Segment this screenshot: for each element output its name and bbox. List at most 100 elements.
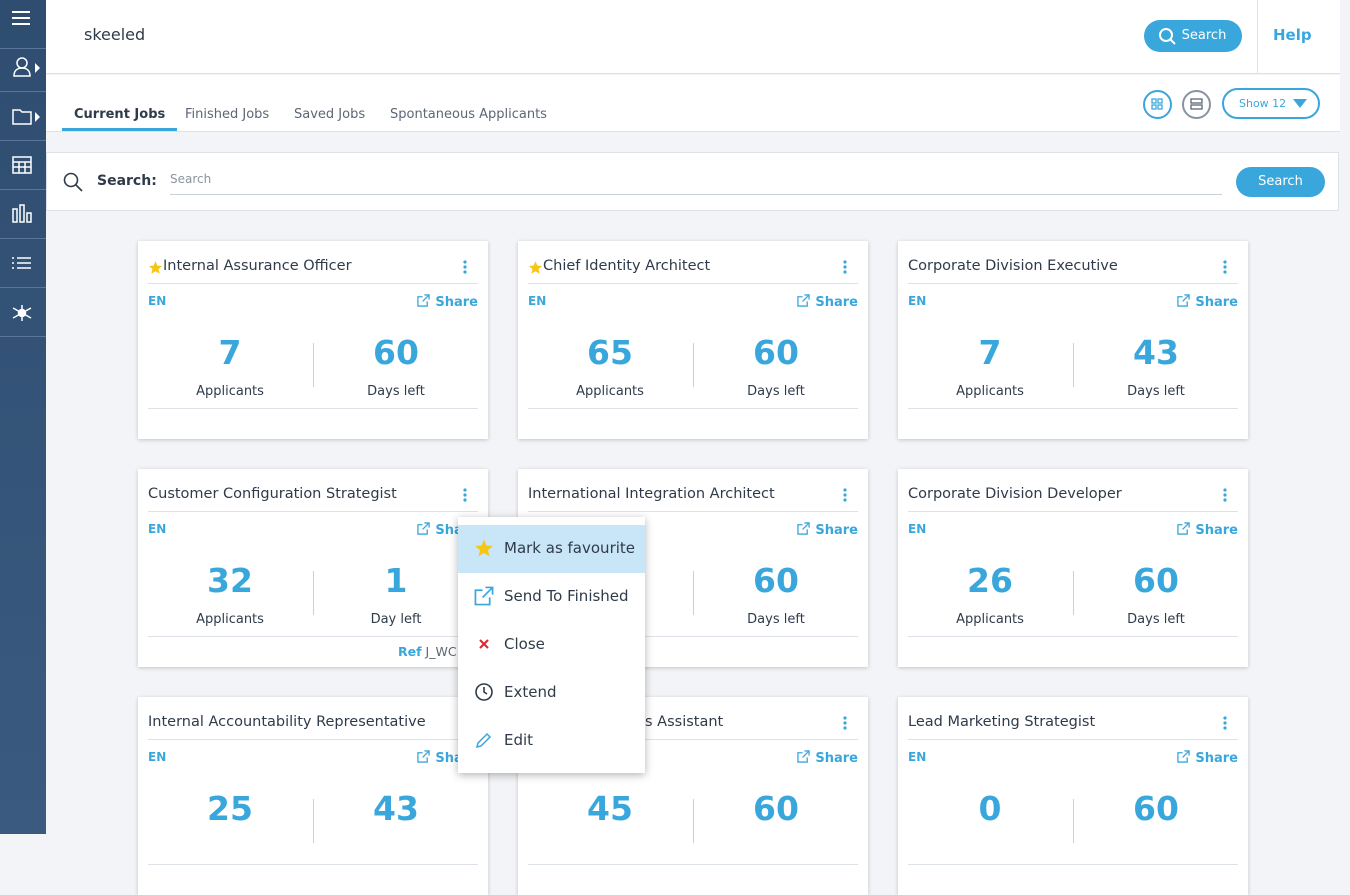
applicants-count: 7 [218,333,242,372]
divider [908,283,1238,284]
help-link[interactable]: Help [1273,26,1312,44]
days-count: 60 [1133,789,1179,828]
menu-item-text: Close [504,635,545,653]
share-link[interactable]: Share [797,294,858,310]
menu-item[interactable]: Close [458,621,645,669]
menu-item[interactable]: Mark as favourite [458,525,645,573]
list-nav[interactable] [0,239,46,288]
kebab-menu[interactable] [461,259,469,279]
job-card: Corporate Division Developer EN Share 26 App… [898,469,1248,667]
job-title[interactable]: Customer Configuration Strategist [148,486,397,502]
menu-item[interactable]: Send To Finished [458,573,645,621]
share-link[interactable]: Share [797,750,858,766]
network-nav[interactable] [0,288,46,337]
share-text: Share [815,751,858,766]
tab[interactable]: Spontaneous Applicants [390,107,547,122]
divider [693,799,694,843]
job-card: Customer Configuration Strategist EN Share… [138,469,488,667]
language: EN [908,294,927,308]
grid-view-button[interactable] [1143,90,1172,119]
divider [693,343,694,387]
share-link[interactable]: Share [1177,522,1238,538]
days-count: 60 [753,561,799,600]
share-link[interactable]: Share [797,522,858,538]
job-title[interactable]: Internal Accountability Representative [148,714,426,730]
divider [693,571,694,615]
menu-toggle[interactable] [0,0,46,49]
days-label: Days left [747,384,805,399]
show-text: Show 12 [1239,97,1287,110]
job-title[interactable]: Chief Identity Architect [543,258,711,274]
ref-value: J_WC [425,644,457,659]
applicants-count: 0 [978,789,1002,828]
divider [908,864,1238,865]
search-label: Search: [97,173,157,189]
menu-item[interactable]: Edit [458,717,645,765]
sidebar [0,0,46,834]
favourite-star [528,260,543,279]
job-title[interactable]: Internal Assurance Officer [163,258,352,274]
job-card: Internal Assurance Officer EN Share 7 Applic… [138,241,488,439]
divider [528,739,858,740]
tab[interactable]: Current Jobs [62,107,178,131]
search-placeholder: Search [170,172,212,186]
job-title[interactable]: International Integration Architect [528,486,775,502]
applicants-count: 25 [207,789,253,828]
menu-item[interactable]: Extend [458,669,645,717]
language: EN [528,294,547,308]
share-link[interactable]: Share [1177,294,1238,310]
search-button[interactable]: Search [1236,167,1325,197]
user-nav[interactable] [0,43,46,92]
logo[interactable]: skeeled [84,25,146,44]
kebab-menu[interactable] [1221,259,1229,279]
share-link[interactable]: Share [1177,750,1238,766]
kebab-menu[interactable] [841,259,849,279]
divider [1073,571,1074,615]
divider [528,408,858,409]
show-dropdown[interactable]: Show 12 [1222,88,1320,119]
applicants-label: Applicants [956,612,1024,627]
ref-label: Ref [398,644,422,659]
reference: Ref J_WC [398,644,457,659]
calendar-nav[interactable] [0,141,46,190]
job-title[interactable]: Corporate Division Executive [908,258,1118,274]
job-title[interactable]: Lead Marketing Strategist [908,714,1096,730]
search-box: Search: Search Search [46,152,1339,211]
kebab-menu[interactable] [1221,715,1229,735]
favourite-star [148,260,163,279]
divider [313,571,314,615]
divider [148,283,478,284]
tab[interactable]: Finished Jobs [185,107,270,122]
job-card: Corporate Division Executive EN Share 7 Appl… [898,241,1248,439]
tab[interactable]: Saved Jobs [294,107,366,122]
divider [528,511,858,512]
language: EN [908,750,927,764]
search-button-text: Search [1258,174,1303,189]
divider [148,864,478,865]
applicants-label: Applicants [956,384,1024,399]
tabs-bar: Current Jobs Finished Jobs Saved Jobs Spont… [46,75,1340,132]
jobs-nav[interactable] [0,92,46,141]
divider [908,739,1238,740]
list-view-button[interactable] [1182,90,1211,119]
header-search-text: Search [1181,28,1227,43]
menu-item-text: Send To Finished [504,587,629,605]
divider [908,408,1238,409]
header-search-button[interactable]: Search [1144,20,1242,52]
applicants-label: Applicants [576,384,644,399]
share-link[interactable]: Share [417,294,478,310]
job-title[interactable]: s Assistant [645,714,724,730]
kebab-menu[interactable] [461,487,469,507]
menu-item-text: Mark as favourite [504,539,636,557]
stats-nav[interactable] [0,190,46,239]
search-input[interactable]: Search [170,167,1222,195]
kebab-menu[interactable] [841,487,849,507]
divider [148,408,478,409]
job-title[interactable]: Corporate Division Developer [908,486,1122,502]
language: EN [908,522,927,536]
applicants-count: 32 [207,561,253,600]
kebab-menu[interactable] [841,715,849,735]
kebab-menu[interactable] [1221,487,1229,507]
menu-item-text: Edit [504,731,534,749]
